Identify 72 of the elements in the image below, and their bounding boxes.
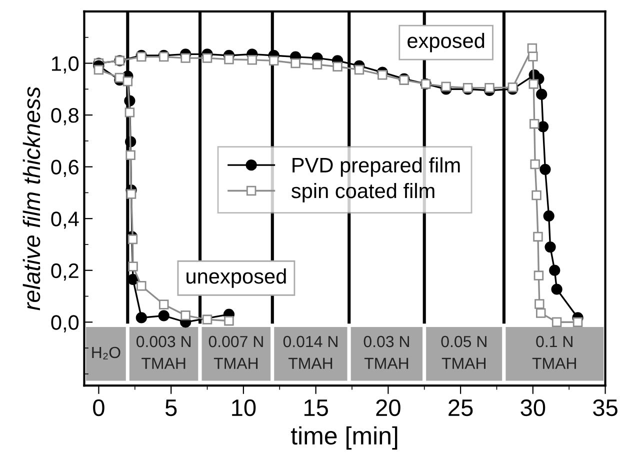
x-tick-label: 20 [376,399,400,416]
point [572,317,583,327]
point [247,55,257,65]
x-tick-label: 10 [232,399,256,416]
point [534,270,544,280]
point [508,82,518,92]
x-tick-label: 30 [520,399,546,416]
point [551,284,562,295]
legend-label: spin coated film [291,182,434,202]
y-tick-label: 0,6 [51,160,78,178]
point [180,53,190,63]
point [354,64,364,75]
point [533,232,543,242]
point [122,76,133,86]
point [544,242,556,253]
point [128,262,138,272]
y-tick-label: 0,4 [51,212,79,229]
point [202,53,212,63]
point [530,118,540,129]
y-tick-label: 0,8 [51,108,78,126]
x-tick-label: 15 [304,400,328,416]
point [126,150,136,160]
band-label: 0.03 N TMAH [364,336,409,369]
point [202,314,212,324]
point [528,52,538,62]
point [224,54,234,64]
point [549,264,560,276]
y-tick-label: 0,2 [51,263,78,281]
point [530,159,540,170]
annotation: exposed [408,32,484,52]
legend-label: PVD prepared film [292,157,460,177]
point [158,310,170,322]
x-tick-label: 35 [593,399,618,416]
point [268,56,279,66]
band-label: 0.003 N TMAH [136,336,191,369]
point [136,281,146,291]
point [540,164,551,175]
band-label: 0.05 N TMAH [441,336,486,369]
point [543,210,554,222]
point [534,299,544,309]
point [441,82,451,92]
band-label: 0.014 N TMAH [283,336,338,369]
point [537,121,549,132]
y-axis-title: relative film thickness [22,86,40,310]
point [224,316,234,326]
point [94,64,104,75]
point [128,234,138,244]
band-label: 0.007 N TMAH [208,336,263,369]
point [378,70,388,80]
point [158,300,169,310]
x-tick-label: 0 [93,399,104,416]
point [552,317,562,327]
y-tick-label: 1,0 [52,56,79,74]
band-label: 0.1 N TMAH [532,336,576,369]
band-label: H₂O [92,346,120,360]
point [124,108,135,118]
point [290,58,300,68]
x-axis-title: time [min] [290,426,398,450]
y-tick-label: 0,0 [51,315,79,332]
point [536,88,548,100]
point [332,62,342,72]
annotation: unexposed [186,268,286,288]
point [312,60,322,70]
point [136,312,147,324]
x-tick-label: 25 [448,399,473,416]
point [126,189,136,199]
point [180,310,190,320]
point [536,308,546,318]
x-tick-label: 5 [165,400,177,416]
point [532,190,542,200]
point [528,79,538,89]
point [484,82,494,93]
